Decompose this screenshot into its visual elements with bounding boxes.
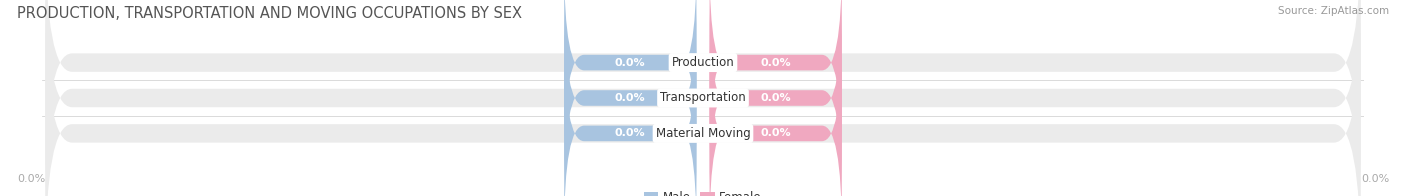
FancyBboxPatch shape [564, 35, 696, 196]
Text: Transportation: Transportation [661, 92, 745, 104]
Text: Source: ZipAtlas.com: Source: ZipAtlas.com [1278, 6, 1389, 16]
Text: 0.0%: 0.0% [1361, 174, 1389, 184]
Text: Material Moving: Material Moving [655, 127, 751, 140]
Legend: Male, Female: Male, Female [644, 191, 762, 196]
FancyBboxPatch shape [564, 0, 696, 161]
Text: 0.0%: 0.0% [761, 128, 792, 138]
Text: 0.0%: 0.0% [761, 58, 792, 68]
Text: 0.0%: 0.0% [761, 93, 792, 103]
Text: 0.0%: 0.0% [614, 93, 645, 103]
Text: 0.0%: 0.0% [17, 174, 45, 184]
Text: Production: Production [672, 56, 734, 69]
Text: 0.0%: 0.0% [614, 128, 645, 138]
FancyBboxPatch shape [45, 1, 1361, 196]
Text: 0.0%: 0.0% [614, 58, 645, 68]
FancyBboxPatch shape [710, 0, 842, 161]
Text: PRODUCTION, TRANSPORTATION AND MOVING OCCUPATIONS BY SEX: PRODUCTION, TRANSPORTATION AND MOVING OC… [17, 6, 522, 21]
FancyBboxPatch shape [45, 0, 1361, 195]
FancyBboxPatch shape [710, 35, 842, 196]
FancyBboxPatch shape [710, 0, 842, 196]
FancyBboxPatch shape [45, 0, 1361, 196]
FancyBboxPatch shape [564, 0, 696, 196]
